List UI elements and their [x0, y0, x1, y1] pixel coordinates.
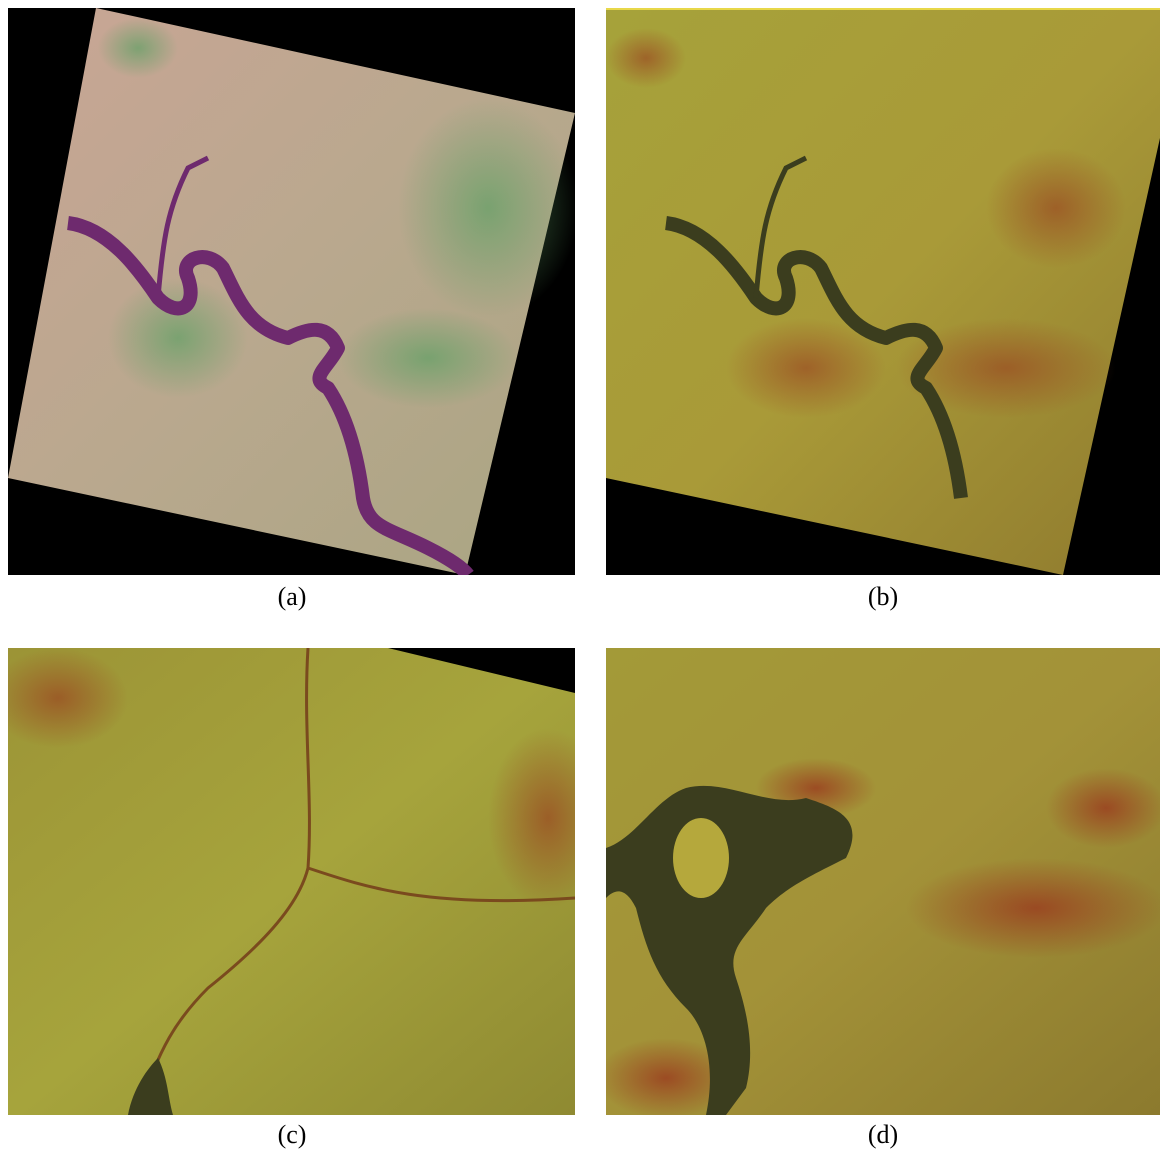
- panel-a-image: [8, 8, 575, 575]
- caption: (d): [867, 1120, 899, 1149]
- caption: (c): [277, 1120, 307, 1149]
- panel-c-image: [8, 648, 575, 1115]
- caption: (a): [277, 582, 307, 611]
- panel-d-image: [606, 648, 1160, 1115]
- caption: (b): [867, 582, 899, 611]
- panel-b-image: [606, 8, 1160, 575]
